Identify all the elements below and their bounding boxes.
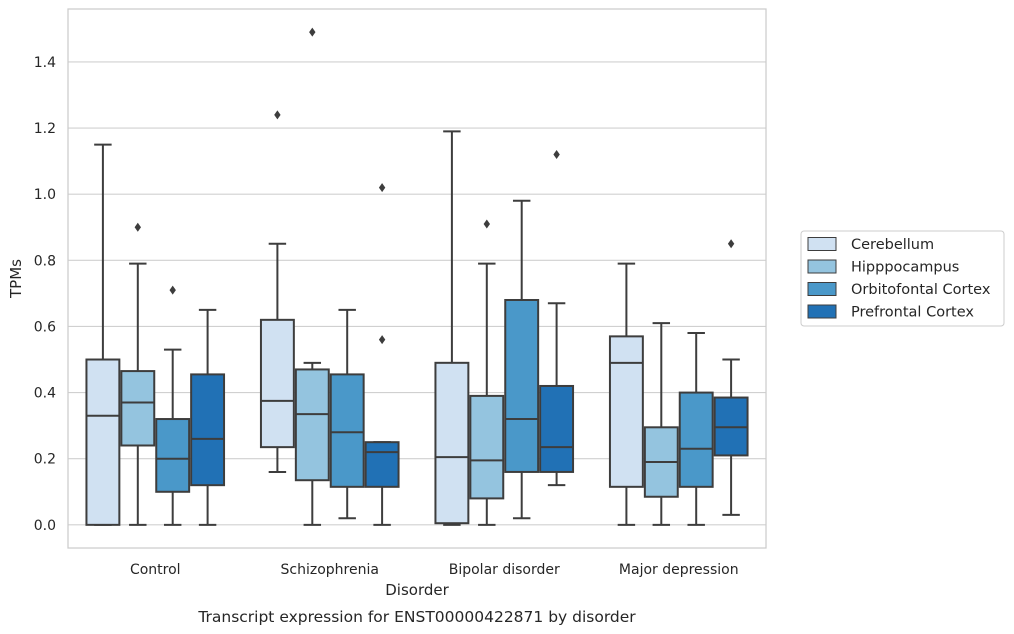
legend-frame bbox=[800, 230, 1005, 327]
outlier-point bbox=[134, 222, 141, 232]
plot-frame bbox=[67, 8, 767, 549]
x-tick-label: Bipolar disorder bbox=[449, 562, 560, 578]
legend-swatch bbox=[807, 282, 837, 296]
outlier-point bbox=[309, 27, 316, 37]
box-body bbox=[469, 394, 505, 500]
box-cerebellum bbox=[608, 262, 644, 526]
box-body bbox=[259, 318, 295, 449]
box-orbitofontal-cortex bbox=[678, 332, 714, 526]
box-orbitofontal-cortex bbox=[155, 285, 191, 526]
box-body bbox=[155, 418, 191, 493]
box-body bbox=[329, 373, 365, 488]
x-tick-label: Control bbox=[130, 562, 181, 578]
outlier-point bbox=[274, 110, 281, 120]
box-cerebellum bbox=[434, 130, 470, 526]
legend-label: Orbitofontal Cortex bbox=[851, 282, 991, 298]
box-body bbox=[190, 373, 226, 487]
x-axis-ticks: Control Schizophrenia Bipolar disorder Majo… bbox=[130, 562, 739, 578]
outlier-point bbox=[727, 239, 735, 249]
box-cerebellum bbox=[259, 110, 295, 473]
box-body bbox=[85, 358, 121, 526]
y-tick-label: 1.0 bbox=[34, 187, 56, 203]
y-tick-label: 1.2 bbox=[34, 121, 56, 137]
y-tick-label: 0.2 bbox=[34, 452, 56, 468]
y-tick-label: 0.4 bbox=[34, 386, 56, 402]
y-axis-ticks: 0.0 0.2 0.4 0.6 0.8 1.0 1.2 1.4 bbox=[34, 55, 56, 534]
box-body bbox=[539, 384, 575, 473]
legend: Cerebellum Hipppocampus Orbitofontal Corte… bbox=[800, 230, 1005, 327]
legend-label: Hipppocampus bbox=[851, 260, 959, 276]
box-orbitofontal-cortex bbox=[504, 199, 540, 520]
box-body bbox=[678, 391, 714, 488]
box-prefrontal-cortex bbox=[539, 149, 575, 487]
box-cerebellum bbox=[85, 143, 121, 526]
box-body bbox=[120, 370, 156, 447]
figure-caption: Transcript expression for ENST0000042287… bbox=[197, 608, 636, 626]
box-body bbox=[294, 368, 330, 482]
box-prefrontal-cortex bbox=[713, 239, 749, 516]
legend-swatch bbox=[807, 259, 837, 274]
legend-swatch bbox=[807, 237, 837, 251]
box-body bbox=[434, 361, 470, 525]
box-body bbox=[364, 441, 400, 488]
box-prefrontal-cortex bbox=[364, 183, 400, 526]
legend-label: Cerebellum bbox=[851, 237, 934, 253]
outlier-point bbox=[483, 219, 490, 229]
box-prefrontal-cortex bbox=[190, 308, 226, 526]
x-tick-label: Major depression bbox=[619, 562, 739, 578]
box-hipppocampus bbox=[643, 322, 679, 526]
x-tick-label: Schizophrenia bbox=[281, 562, 379, 578]
legend-label: Prefrontal Cortex bbox=[851, 305, 974, 321]
box-hipppocampus bbox=[120, 222, 156, 526]
outlier-point bbox=[378, 335, 386, 345]
y-tick-label: 1.4 bbox=[34, 55, 56, 71]
y-tick-label: 0.6 bbox=[34, 319, 56, 335]
outlier-point bbox=[169, 285, 176, 295]
outlier-point bbox=[378, 183, 386, 193]
box-groups bbox=[85, 27, 749, 526]
y-tick-label: 0.0 bbox=[34, 518, 56, 534]
box-body bbox=[608, 335, 644, 488]
x-axis-label: Disorder bbox=[385, 581, 449, 599]
y-tick-label: 0.8 bbox=[34, 253, 56, 269]
box-body bbox=[504, 298, 540, 473]
legend-swatch bbox=[807, 304, 837, 319]
outlier-point bbox=[553, 149, 560, 159]
box-hipppocampus bbox=[294, 27, 330, 526]
box-orbitofontal-cortex bbox=[329, 308, 365, 520]
y-axis-label: TPMs bbox=[7, 259, 25, 299]
box-hipppocampus bbox=[469, 219, 505, 526]
